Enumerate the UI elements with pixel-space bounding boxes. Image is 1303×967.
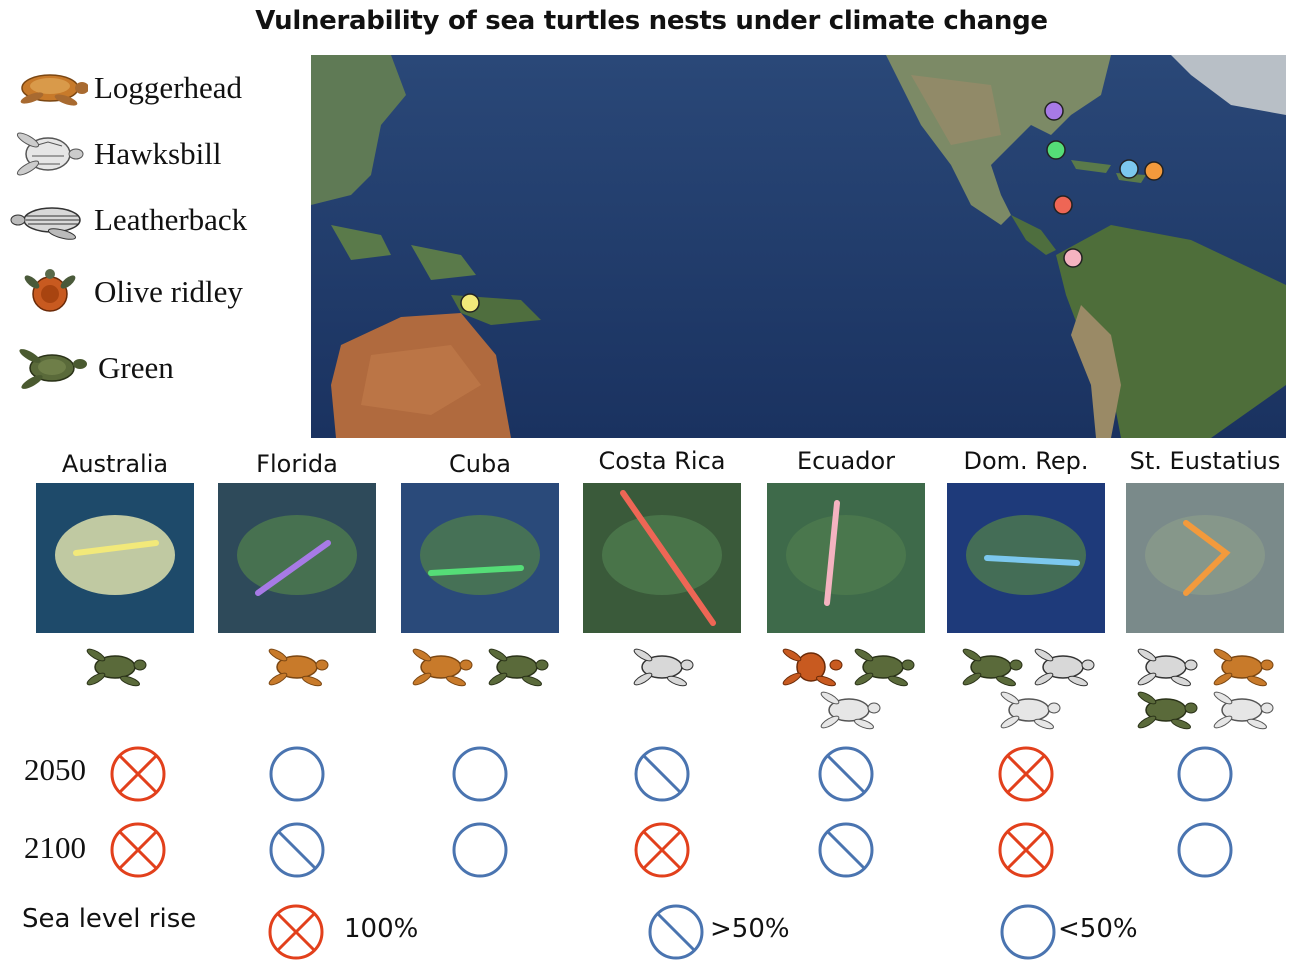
site-satellite-image-australia bbox=[36, 483, 194, 633]
site-species-dom-rep bbox=[996, 688, 1062, 737]
site-satellite-image-cuba bbox=[401, 483, 559, 633]
site-species-australia bbox=[82, 645, 148, 694]
hawksbill-turtle-icon bbox=[1000, 691, 1061, 730]
status-2100-dom-rep bbox=[996, 820, 1056, 880]
loggerhead-turtle-icon bbox=[20, 74, 88, 106]
site-satellite-image-costa-rica bbox=[583, 483, 741, 633]
site-species-cuba bbox=[408, 645, 474, 694]
legend-item-green: Green bbox=[10, 338, 300, 398]
green-turtle-icon bbox=[1137, 691, 1198, 730]
legend-item-leatherback: Leatherback bbox=[10, 190, 300, 250]
site-marker-costa-rica bbox=[1053, 195, 1073, 215]
site-species-st-eustatius bbox=[1209, 645, 1275, 694]
site-title-cuba: Cuba bbox=[449, 450, 511, 478]
site-species-costa-rica bbox=[629, 645, 695, 694]
empty-circle-icon bbox=[998, 902, 1058, 962]
leatherback-turtle-icon bbox=[1137, 648, 1198, 687]
site-species-dom-rep bbox=[958, 645, 1024, 694]
figure-title: Vulnerability of sea turtles nests under… bbox=[255, 6, 1048, 36]
loggerhead-turtle-icon bbox=[412, 648, 473, 687]
site-species-st-eustatius bbox=[1133, 688, 1199, 737]
site-species-st-eustatius bbox=[1209, 688, 1275, 737]
year-label-2100: 2100 bbox=[24, 830, 86, 865]
status-2100-st-eustatius bbox=[1175, 820, 1235, 880]
loggerhead-turtle-icon bbox=[1213, 648, 1274, 687]
key-label: >50% bbox=[710, 914, 790, 944]
leatherback-turtle-icon bbox=[633, 648, 694, 687]
sea-level-rise-label: Sea level rise bbox=[22, 904, 197, 934]
legend-item-loggerhead: Loggerhead bbox=[10, 58, 300, 118]
status-2050-ecuador bbox=[816, 744, 876, 804]
site-title-st-eustatius: St. Eustatius bbox=[1129, 447, 1281, 475]
key-label: <50% bbox=[1058, 914, 1138, 944]
legend-label: Leatherback bbox=[94, 202, 248, 237]
site-marker-cuba bbox=[1046, 140, 1066, 160]
green-turtle-icon bbox=[962, 648, 1023, 687]
key-label: 100% bbox=[344, 914, 419, 944]
status-2100-australia bbox=[108, 820, 168, 880]
olive-ridley-turtle-icon bbox=[24, 269, 76, 312]
site-species-st-eustatius bbox=[1133, 645, 1199, 694]
site-title-costa-rica: Costa Rica bbox=[598, 447, 726, 475]
slash-circle-icon bbox=[646, 902, 706, 962]
hawksbill-turtle-icon bbox=[16, 132, 84, 176]
site-marker-australia bbox=[460, 293, 480, 313]
status-2050-costa-rica bbox=[632, 744, 692, 804]
year-label-2050: 2050 bbox=[24, 752, 86, 787]
status-2100-ecuador bbox=[816, 820, 876, 880]
world-map bbox=[311, 55, 1286, 438]
site-marker-ecuador bbox=[1063, 248, 1083, 268]
site-marker-st-eustatius bbox=[1144, 161, 1164, 181]
status-2100-cuba bbox=[450, 820, 510, 880]
cross-circle-icon bbox=[266, 902, 326, 962]
site-satellite-image-st-eustatius bbox=[1126, 483, 1284, 633]
site-species-florida bbox=[264, 645, 330, 694]
site-marker-dom-rep- bbox=[1119, 159, 1139, 179]
site-species-ecuador bbox=[850, 645, 916, 694]
loggerhead-turtle-icon bbox=[268, 648, 329, 687]
legend-item-olive-ridley: Olive ridley bbox=[10, 262, 300, 322]
legend-item-hawksbill: Hawksbill bbox=[10, 124, 300, 184]
legend-label: Loggerhead bbox=[94, 70, 243, 105]
status-2100-costa-rica bbox=[632, 820, 692, 880]
green-turtle-icon bbox=[488, 648, 549, 687]
site-species-dom-rep bbox=[1030, 645, 1096, 694]
status-2050-florida bbox=[267, 744, 327, 804]
status-2100-florida bbox=[267, 820, 327, 880]
site-species-cuba bbox=[484, 645, 550, 694]
legend-label: Olive ridley bbox=[94, 274, 243, 309]
hawksbill-turtle-icon bbox=[1213, 691, 1274, 730]
status-2050-dom-rep bbox=[996, 744, 1056, 804]
legend-label: Green bbox=[98, 350, 174, 385]
hawksbill-turtle-icon bbox=[820, 691, 881, 730]
status-2050-st-eustatius bbox=[1175, 744, 1235, 804]
site-satellite-image-ecuador bbox=[767, 483, 925, 633]
site-title-dom-rep: Dom. Rep. bbox=[963, 447, 1089, 475]
green-turtle-icon bbox=[19, 349, 87, 389]
site-satellite-image-florida bbox=[218, 483, 376, 633]
site-species-ecuador bbox=[816, 688, 882, 737]
site-species-ecuador bbox=[778, 645, 844, 694]
green-turtle-icon bbox=[86, 648, 147, 687]
leatherback-turtle-icon bbox=[10, 207, 81, 240]
status-2050-australia bbox=[108, 744, 168, 804]
status-2050-cuba bbox=[450, 744, 510, 804]
site-title-ecuador: Ecuador bbox=[796, 447, 896, 475]
site-satellite-image-dom-rep bbox=[947, 483, 1105, 633]
green-turtle-icon bbox=[854, 648, 915, 687]
legend-label: Hawksbill bbox=[94, 136, 222, 171]
site-title-australia: Australia bbox=[61, 450, 169, 478]
leatherback-turtle-icon bbox=[1034, 648, 1095, 687]
olive-ridley-turtle-icon bbox=[782, 648, 843, 687]
site-title-florida: Florida bbox=[256, 450, 338, 478]
site-marker-florida bbox=[1044, 101, 1064, 121]
